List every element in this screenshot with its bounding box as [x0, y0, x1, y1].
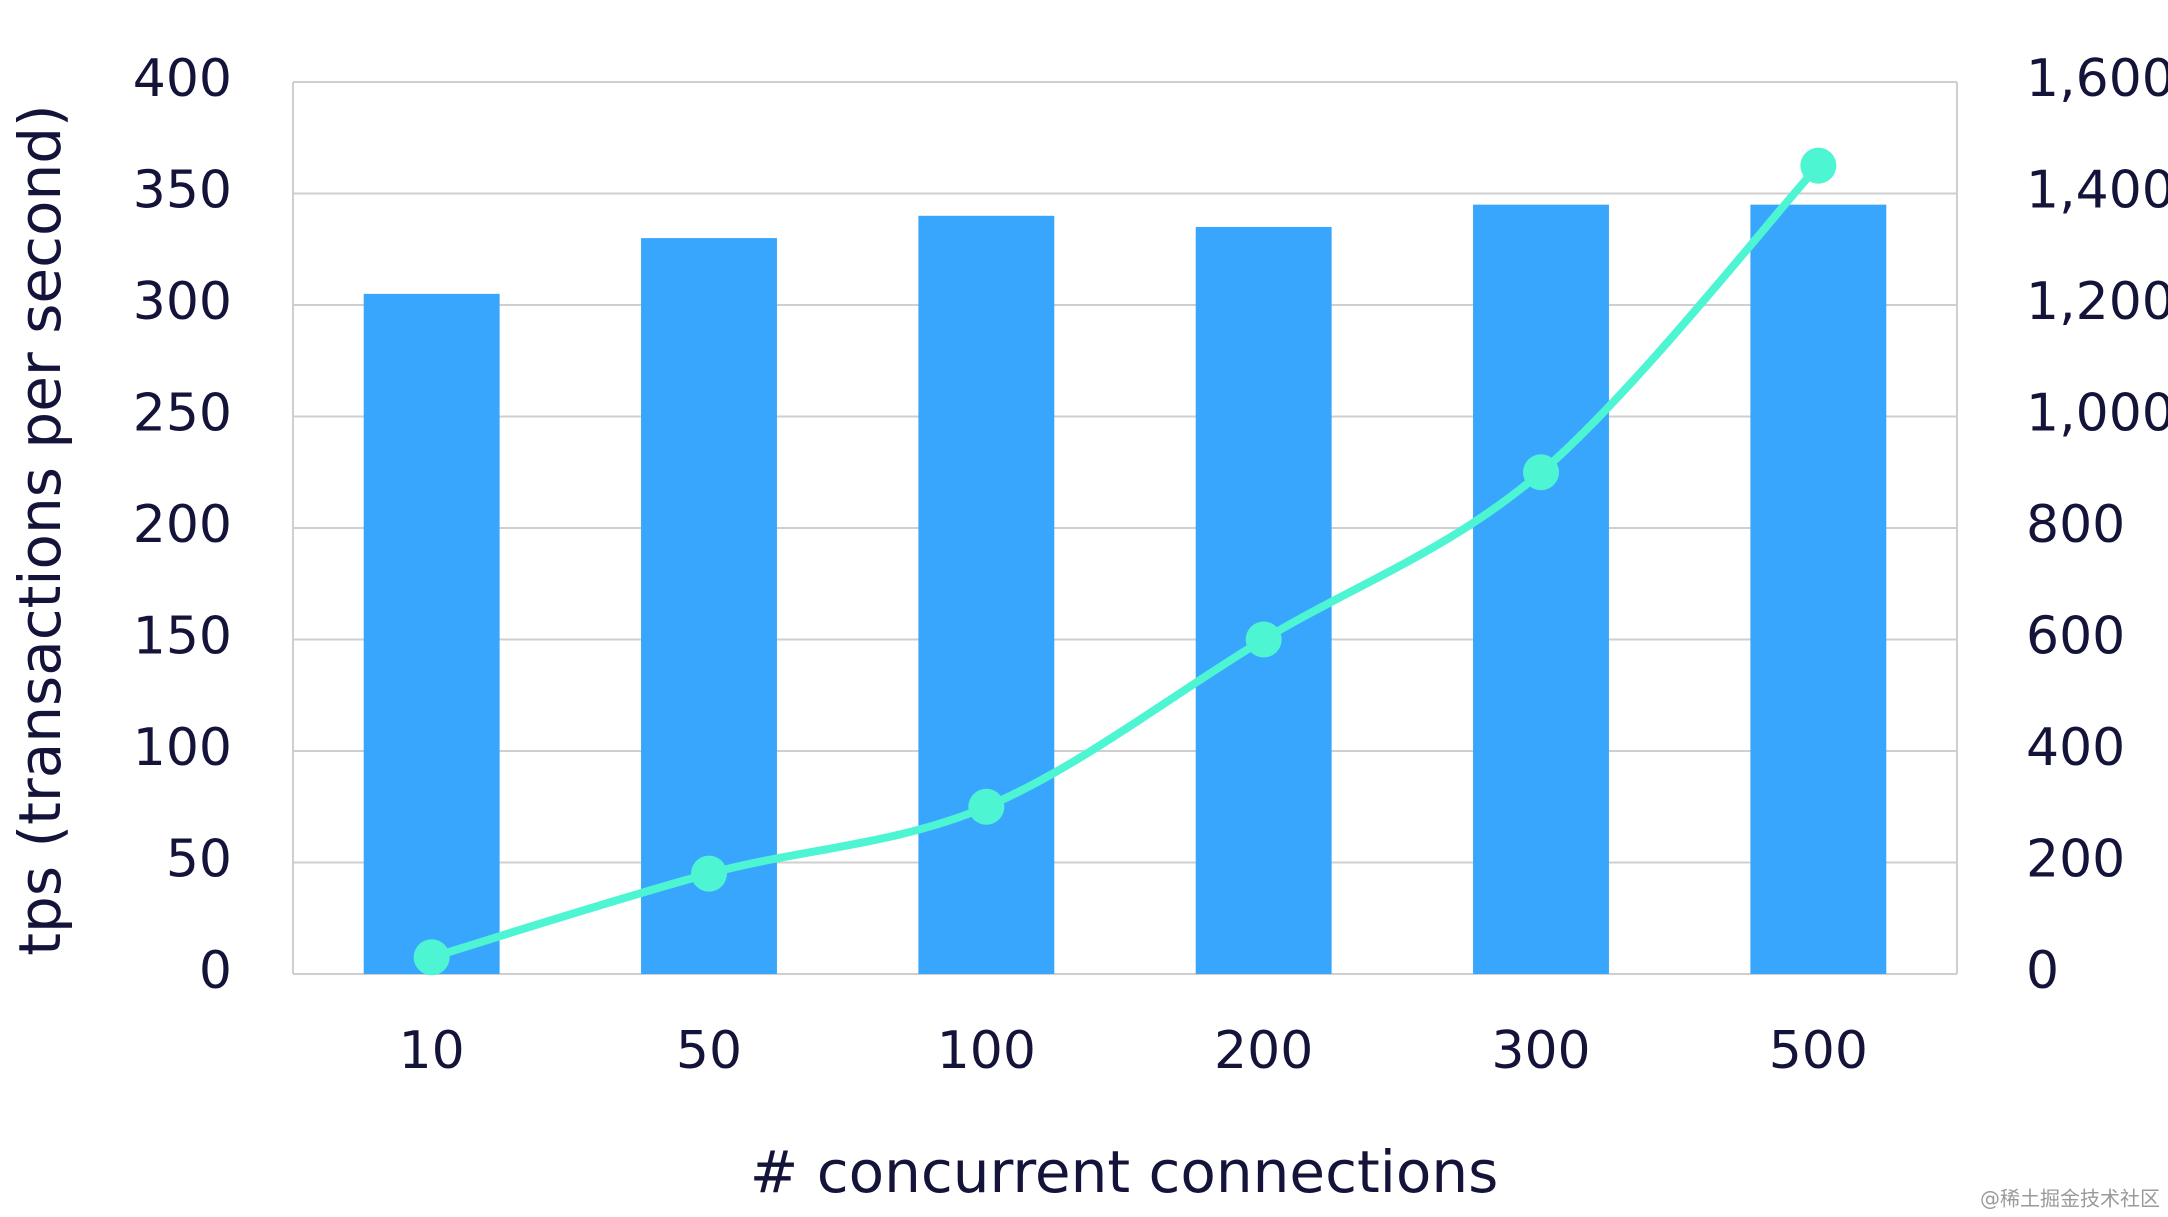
x-tick-label: 500 — [1769, 1021, 1868, 1081]
line-point — [968, 788, 1005, 825]
watermark: @稀土掘金技术社区 — [1980, 1187, 2160, 1211]
x-axis-title: # concurrent connections — [750, 1138, 1499, 1206]
x-tick-label: 100 — [937, 1021, 1036, 1081]
bar — [641, 238, 777, 975]
y-tick-label: 250 — [133, 384, 232, 444]
bar — [1750, 204, 1887, 974]
x-tick-label: 300 — [1491, 1021, 1590, 1081]
line-point — [1523, 454, 1559, 491]
y-tick-label: 300 — [133, 272, 232, 332]
y2-tick-label: 400 — [2026, 718, 2125, 778]
bar — [918, 215, 1055, 975]
y2-tick-label: 800 — [2026, 495, 2125, 555]
line — [427, 161, 1823, 962]
x-tick-label: 50 — [676, 1021, 742, 1081]
y-tick-label: 400 — [133, 49, 232, 109]
y-axis-title: tps (transactions per second) — [6, 104, 74, 955]
x-tick-label: 10 — [399, 1021, 465, 1081]
line-point — [1800, 147, 1837, 184]
bar — [363, 293, 500, 975]
line-point — [413, 939, 450, 976]
bar — [1473, 204, 1609, 974]
line-point — [1245, 621, 1282, 658]
bar — [1195, 226, 1332, 974]
y-tick-label: 50 — [166, 830, 232, 890]
y2-tick-label: 200 — [2026, 830, 2125, 890]
y2-tick-label: 600 — [2026, 607, 2125, 667]
y-tick-label: 100 — [133, 718, 232, 778]
y2-tick-label: 1,600 — [2026, 49, 2168, 109]
y-tick-label: 200 — [133, 495, 232, 555]
line-point — [691, 855, 727, 892]
y-tick-label: 350 — [133, 161, 232, 221]
y2-tick-label: 1,200 — [2026, 272, 2168, 332]
x-tick-label: 200 — [1214, 1021, 1313, 1081]
y-tick-label: 0 — [199, 941, 232, 1001]
y-tick-label: 150 — [133, 607, 232, 667]
y2-tick-label: 1,400 — [2026, 161, 2168, 221]
y2-tick-label: 0 — [2026, 941, 2059, 1001]
y2-tick-label: 1,000 — [2026, 384, 2168, 444]
